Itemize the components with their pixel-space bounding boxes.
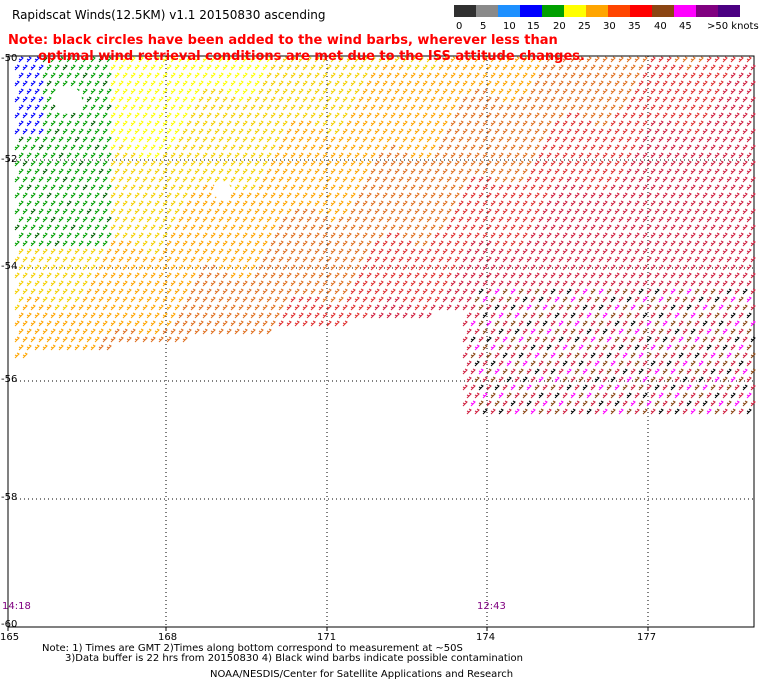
lat-label-60: -60 <box>1 619 18 630</box>
legend-label: >50 knots <box>707 21 759 32</box>
legend-swatch <box>674 5 696 17</box>
legend-label: 45 <box>679 21 692 32</box>
legend-swatch <box>520 5 542 17</box>
legend-swatch <box>476 5 498 17</box>
legend-label: 25 <box>578 21 591 32</box>
time-label-left: 14:18 <box>2 601 31 612</box>
legend-label: 40 <box>654 21 667 32</box>
lon-label-168: 168 <box>158 632 178 643</box>
legend-swatch <box>586 5 608 17</box>
time-label-right: 12:43 <box>477 601 506 612</box>
legend-swatch <box>454 5 476 17</box>
lat-label-58: -58 <box>1 492 18 503</box>
legend-label: 30 <box>603 21 616 32</box>
legend-label: 15 <box>527 21 540 32</box>
note-line-2: optimal wind retrieval conditions are me… <box>38 49 585 64</box>
note-line-1: Note: black circles have been added to t… <box>8 33 558 48</box>
lon-label-165: 165 <box>0 632 20 643</box>
footer-note-1: Note: 1) Times are GMT 2)Times along bot… <box>42 643 463 654</box>
legend-swatch <box>498 5 520 17</box>
map-title: Rapidscat Winds(12.5KM) v1.1 20150830 as… <box>12 8 326 22</box>
map-frame <box>7 55 755 628</box>
legend-label: 0 <box>456 21 463 32</box>
lat-label-52: -52 <box>1 154 18 165</box>
legend-swatch <box>718 5 740 17</box>
lat-label-56: -56 <box>1 374 18 385</box>
legend-swatch <box>608 5 630 17</box>
lon-label-174: 174 <box>476 632 496 643</box>
legend-label: 5 <box>480 21 487 32</box>
missing-data-gap <box>213 181 231 199</box>
lon-label-171: 171 <box>317 632 337 643</box>
legend-swatch <box>630 5 652 17</box>
legend-label: 35 <box>628 21 641 32</box>
legend-label: 20 <box>553 21 566 32</box>
legend-swatch <box>696 5 718 17</box>
legend-swatch <box>542 5 564 17</box>
wind-barbs <box>14 56 756 415</box>
lat-label-54: -54 <box>1 261 18 272</box>
legend-swatch <box>652 5 674 17</box>
footer-credit: NOAA/NESDIS/Center for Satellite Applica… <box>210 669 514 680</box>
wind-speed-legend <box>454 5 740 17</box>
lat-label-50: -50 <box>1 53 18 64</box>
lon-label-177: 177 <box>637 632 657 643</box>
legend-label: 10 <box>503 21 516 32</box>
missing-data-gap <box>54 86 82 114</box>
legend-swatch <box>564 5 586 17</box>
footer-note-2: 3)Data buffer is 22 hrs from 20150830 4)… <box>65 653 523 664</box>
